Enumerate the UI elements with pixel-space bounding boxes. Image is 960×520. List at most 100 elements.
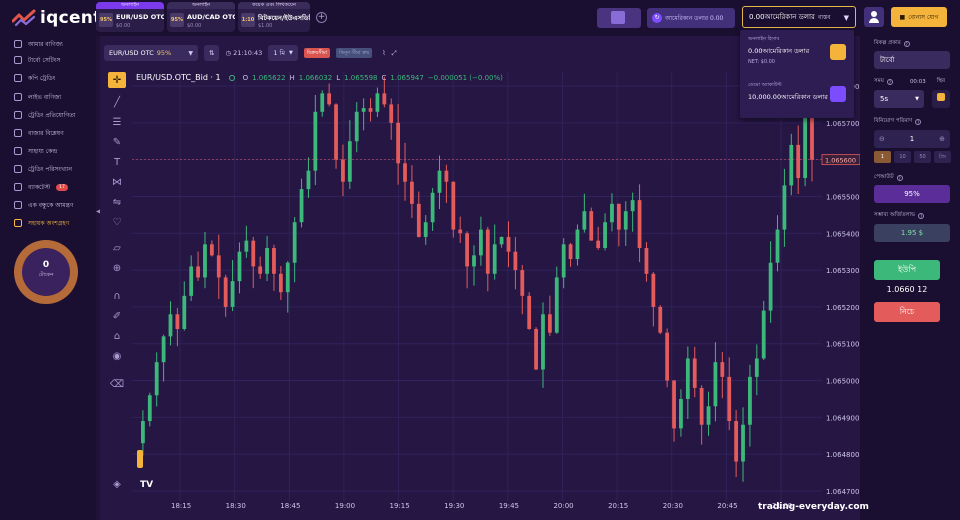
trade-type-select[interactable]: টার্বো [874, 51, 950, 69]
sidebar-item-my-trades[interactable]: আমার বাণিজ্য [14, 38, 63, 50]
wallet-icon [830, 44, 846, 60]
sidebar-item-turbo[interactable]: টার্বো সেটিংস [14, 54, 60, 66]
server-time-value: 21:10:43 [233, 49, 263, 57]
pattern-icon[interactable]: ⋈ [112, 176, 122, 188]
sidebar-item-market-analysis[interactable]: বাজার বিশ্লেষণ [14, 127, 64, 139]
candle-down [568, 244, 573, 260]
asset-select-payout: 95% [156, 49, 172, 57]
indicators-button[interactable]: ⇅ [204, 45, 220, 61]
ruler-icon[interactable]: ▱ [113, 242, 121, 254]
candle-up [306, 170, 311, 190]
sidebar-item-label: সাহায্য কেন্দ্র [28, 147, 58, 155]
multiplier-50[interactable]: 50 [914, 151, 931, 163]
x-tick-label: 21:00 [772, 502, 792, 510]
trash-icon[interactable]: ⌫ [109, 378, 125, 390]
layers-icon[interactable]: ◈ [113, 478, 121, 490]
horizontal-lines-icon[interactable]: ☰ [112, 116, 122, 128]
help-icon [14, 147, 22, 155]
demo-account-item[interactable]: ডেমো অ্যাকাউন্ট 10,000.00আমেরিকান ডলার [748, 82, 828, 103]
plus-icon[interactable]: ⊕ [939, 135, 945, 143]
candle-up [347, 141, 352, 182]
amount-label-row: বিনিয়োগ পরিমাণ? [874, 118, 922, 126]
sidebar-item-invite[interactable]: এক বন্ধুকে আমন্ত্রণ [14, 199, 73, 211]
fixed-time-toggle[interactable] [932, 90, 950, 108]
time-select[interactable]: 5s ▼ [874, 90, 924, 108]
candle-up [761, 310, 766, 359]
add-tab-button[interactable]: + [316, 12, 327, 23]
payout-label-row: পেআউট? [874, 174, 903, 182]
sidebar-item-stats[interactable]: ট্রেডিং পরিসংখ্যান [14, 163, 72, 175]
fullscreen-icon[interactable]: ⤢ [391, 48, 397, 57]
candle-up [623, 211, 628, 230]
demo-account-label: ডেমো অ্যাকাউন্ট [748, 82, 782, 88]
rocket-icon [14, 56, 22, 64]
candle-up [713, 362, 718, 407]
multiplier-10[interactable]: 10 [894, 151, 911, 163]
help-icon[interactable]: ? [903, 41, 910, 47]
zoom-in-icon[interactable]: ⊕ [112, 262, 122, 274]
expiry-handle[interactable] [137, 450, 143, 468]
heart-icon[interactable]: ♡ [112, 216, 122, 228]
asset-tab-btcusdt[interactable]: কয়েক এবং লিথকয়েন 1:10 বিটকয়েন/ইউএসডিট… [238, 2, 310, 32]
lock-drawing-icon[interactable]: ✐ [112, 310, 122, 322]
candle-down [451, 181, 456, 230]
sidebar-item-tournaments[interactable]: ট্রেডিং প্রতিযোগিতা [14, 109, 76, 121]
chart-type-icon[interactable]: ⌇ [382, 49, 386, 57]
sidebar-item-live-trades[interactable]: লাইভ বাণিজ্য [14, 91, 61, 103]
tab-balance: $0.00 [116, 23, 131, 29]
live-account-item[interactable]: অনলাইন হিসাব 0.00আমেরিকান ডলার NET: $0.0… [748, 36, 809, 65]
timeframe-select[interactable]: 1 মি ▼ [268, 45, 298, 61]
token-ring[interactable]: 0 টোকেন [14, 240, 78, 304]
down-button[interactable]: নিচে [874, 302, 940, 322]
minus-icon[interactable]: ⊖ [879, 135, 885, 143]
help-icon[interactable]: ? [918, 213, 925, 219]
ohlc-legend: EUR/USD.OTC_Bid · 1 O 1.065622 H 1.066032 … [136, 73, 503, 82]
price-chart[interactable]: 1.0658001.0657001.0656001.0655001.065400… [100, 36, 860, 520]
buy-limit-button[interactable]: কিনুন সীমা ক্রয় [336, 48, 373, 58]
asset-tab-eurusd[interactable]: অনলাইন 95% EUR/USD OTC $0.00 [96, 2, 164, 32]
profit-label-row: সম্ভাব্য অর্জিতলাভ? [874, 212, 925, 220]
demo-balance-label: আমেরিকান ডলার 0.00 [665, 14, 724, 22]
sidebar-item-label: টার্বো সেটিংস [28, 56, 61, 64]
gift-box-icon[interactable] [597, 8, 641, 28]
multiplier-1[interactable]: 1 [874, 151, 891, 163]
candle-up [161, 336, 166, 363]
eye-icon[interactable]: ◉ [112, 350, 122, 362]
sidebar-item-partner[interactable]: সহায়ক অংশগ্রহণ [14, 217, 69, 229]
help-icon[interactable]: ? [896, 175, 903, 181]
candle-up [375, 93, 380, 112]
brand-logo[interactable]: iqcent [12, 8, 102, 28]
profile-button[interactable] [864, 7, 884, 27]
help-icon[interactable]: ? [915, 119, 922, 125]
candle-up [782, 185, 787, 230]
candle-up [430, 192, 435, 223]
chart-area[interactable]: 1.0658001.0657001.0656001.0655001.065400… [100, 36, 860, 520]
sidebar-item-help[interactable]: সাহায্য কেন্দ্র [14, 145, 57, 157]
lock-icon[interactable]: ⌂ [113, 330, 121, 342]
amount-stepper[interactable]: ⊖ 1 ⊕ [874, 130, 950, 148]
x-tick-label: 18:45 [280, 502, 300, 510]
up-button[interactable]: ইউপি [874, 260, 940, 280]
sidebar-item-label: ট্রেডিং পরিসংখ্যান [28, 165, 72, 173]
trend-line-icon[interactable]: ╱ [113, 96, 121, 108]
balance-select[interactable]: 0.00আমেরিকান ডলার বাস্তব ▼ [742, 6, 856, 28]
help-icon[interactable]: ? [886, 79, 893, 85]
refresh-icon[interactable] [830, 86, 846, 102]
chart-toolbar: EUR/USD OTC 95% ▼ ⇅ ◷ 21:10:43 1 মি ▼ বি… [104, 44, 397, 62]
add-bonus-button[interactable]: ■ বোনাস যোগ [891, 7, 947, 27]
brush-icon[interactable]: ✎ [112, 136, 122, 148]
magnet-icon[interactable]: ∩ [113, 290, 121, 302]
multiplier-custom[interactable]: প্রিং [934, 151, 951, 163]
sidebar-item-backtest[interactable]: ব্যাকটেস্ট 17 [14, 181, 68, 193]
sidebar-item-copy-trading[interactable]: কপি ট্রেডিং [14, 72, 55, 84]
sell-limit-button[interactable]: বিক্রয়সীমা [303, 48, 331, 58]
asset-tab-audcad[interactable]: অনলাইন 95% AUD/CAD OTC $0.00 [167, 2, 235, 32]
demo-account-button[interactable]: ↻ আমেরিকান ডলার 0.00 [647, 8, 735, 28]
candle-up [679, 398, 683, 429]
asset-select[interactable]: EUR/USD OTC 95% ▼ [104, 45, 198, 61]
text-icon[interactable]: T [113, 156, 121, 168]
ohlc-open-label: O [242, 73, 249, 82]
sidebar-collapse-icon[interactable]: ◀ [96, 208, 101, 215]
crosshair-icon[interactable]: ✛ [108, 72, 126, 88]
prediction-icon[interactable]: ⇋ [112, 196, 122, 208]
